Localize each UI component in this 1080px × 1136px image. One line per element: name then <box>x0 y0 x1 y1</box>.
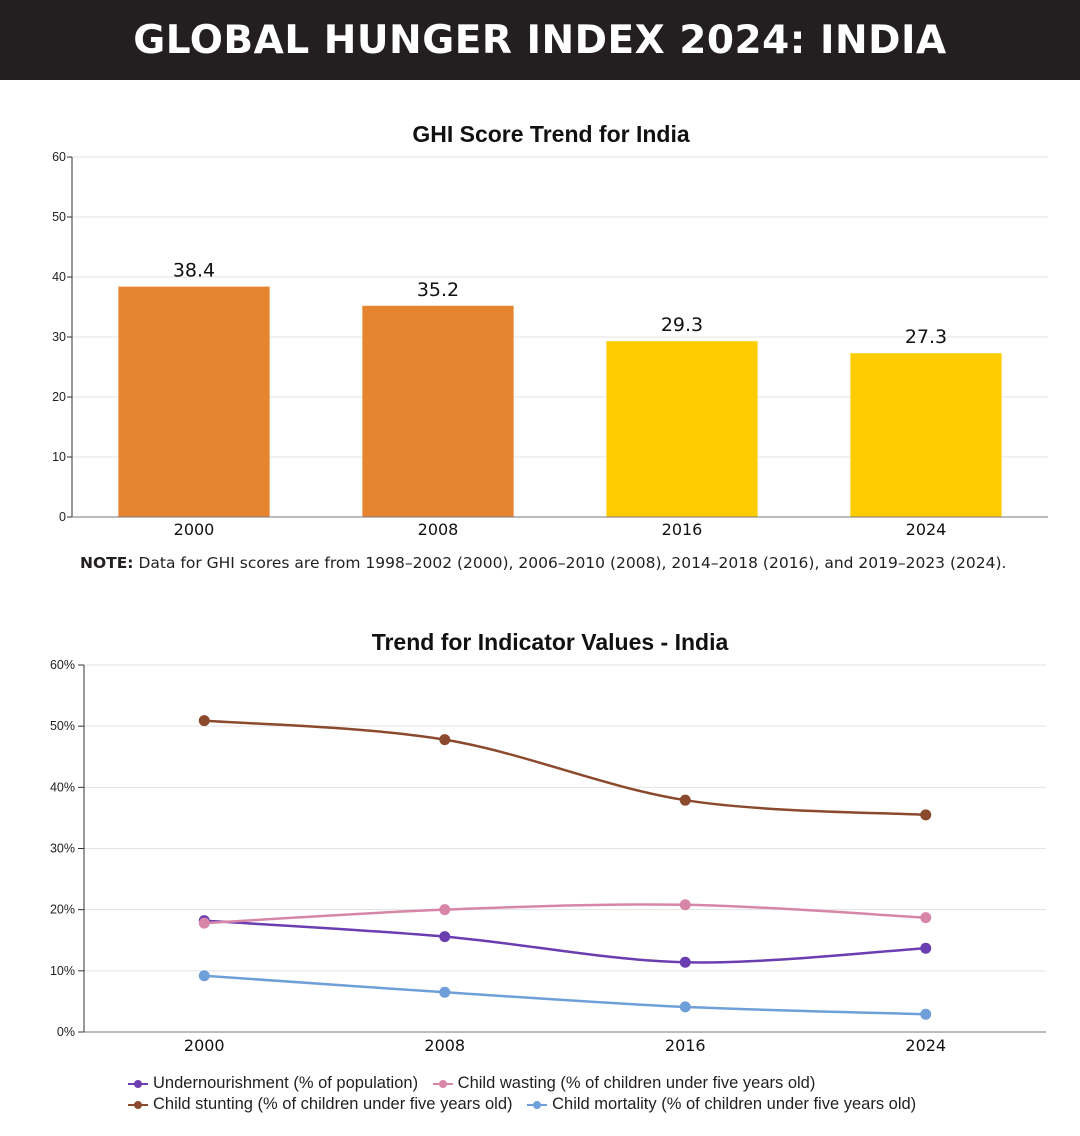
legend-row: Child stunting (% of children under five… <box>128 1095 1028 1116</box>
bar <box>118 286 270 517</box>
bar-y-tick-label: 40 <box>52 270 66 284</box>
legend-swatch-icon <box>128 1079 148 1089</box>
legend-item-child-wasting: Child wasting (% of children under five … <box>432 1074 816 1093</box>
legend-label: Child stunting (% of children under five… <box>153 1095 513 1113</box>
page-title: GLOBAL HUNGER INDEX 2024: INDIA <box>133 18 947 63</box>
line-x-tick-label: 2008 <box>424 1036 465 1055</box>
data-point <box>920 809 932 821</box>
data-note: NOTE: Data for GHI scores are from 1998–… <box>80 554 1070 572</box>
line-y-tick-label: 0% <box>57 1025 75 1039</box>
data-point <box>439 904 451 916</box>
bar-x-tick-label: 2016 <box>662 520 703 539</box>
bar <box>850 353 1002 517</box>
data-point <box>198 715 210 727</box>
bar-x-tick-label: 2024 <box>906 520 947 539</box>
data-point <box>679 956 691 968</box>
line-y-tick-label: 30% <box>50 842 75 856</box>
legend-item-child-mortality: Child mortality (% of children under fiv… <box>527 1095 916 1114</box>
bar-y-tick-label: 60 <box>52 150 66 164</box>
bar-value-label: 35.2 <box>417 279 459 301</box>
legend-label: Child wasting (% of children under five … <box>457 1074 816 1092</box>
legend-row: Undernourishment (% of population) Child… <box>128 1074 1028 1095</box>
series-line-undernourishment <box>204 919 926 964</box>
bar-value-label: 29.3 <box>661 314 703 336</box>
data-point <box>198 917 210 929</box>
legend-item-child-stunting: Child stunting (% of children under five… <box>128 1095 513 1114</box>
header-banner <box>0 0 1080 80</box>
line-y-tick-label: 20% <box>50 903 75 917</box>
legend-label: Undernourishment (% of population) <box>153 1074 419 1092</box>
line-y-tick-label: 10% <box>50 964 75 978</box>
note-text: Data for GHI scores are from 1998–2002 (… <box>133 554 1007 572</box>
legend-label: Child mortality (% of children under fiv… <box>552 1095 917 1113</box>
legend-swatch-icon <box>432 1079 453 1089</box>
bar-value-label: 38.4 <box>173 260 215 282</box>
bar <box>606 341 758 517</box>
bar-x-tick-label: 2008 <box>418 520 459 539</box>
data-point <box>439 986 451 998</box>
series-line-child-wasting <box>204 903 926 925</box>
bar <box>362 305 514 517</box>
line-y-tick-label: 50% <box>50 719 75 733</box>
data-point <box>679 794 691 806</box>
series-line-child-stunting <box>204 719 926 817</box>
bar-y-tick-label: 10 <box>52 450 66 464</box>
data-point <box>920 912 932 924</box>
line-x-tick-label: 2000 <box>184 1036 225 1055</box>
bar-chart-title: GHI Score Trend for India <box>412 121 690 147</box>
line-y-tick-label: 40% <box>50 780 75 794</box>
line-chart-legend: Undernourishment (% of population) Child… <box>128 1074 1028 1116</box>
bar-value-label: 27.3 <box>905 326 947 348</box>
bar-y-tick-label: 50 <box>52 210 66 224</box>
data-point <box>920 942 932 954</box>
data-point <box>679 899 691 911</box>
line-y-tick-label: 60% <box>50 658 75 672</box>
line-x-tick-label: 2024 <box>905 1036 946 1055</box>
bar-y-tick-label: 30 <box>52 330 66 344</box>
legend-swatch-icon <box>527 1100 548 1110</box>
legend-item-undernourishment: Undernourishment (% of population) <box>128 1074 418 1093</box>
series-line-child-mortality <box>204 974 926 1016</box>
bar-y-tick-label: 20 <box>52 390 66 404</box>
line-x-tick-label: 2016 <box>665 1036 706 1055</box>
bar-x-tick-label: 2000 <box>174 520 215 539</box>
data-point <box>439 931 451 943</box>
data-point <box>439 734 451 746</box>
legend-swatch-icon <box>128 1100 148 1110</box>
line-chart-title: Trend for Indicator Values - India <box>372 629 729 655</box>
data-point <box>679 1001 691 1013</box>
bar-y-tick-label: 0 <box>59 510 66 524</box>
data-point <box>920 1008 932 1020</box>
data-point <box>198 970 210 982</box>
note-label: NOTE: <box>80 554 134 572</box>
